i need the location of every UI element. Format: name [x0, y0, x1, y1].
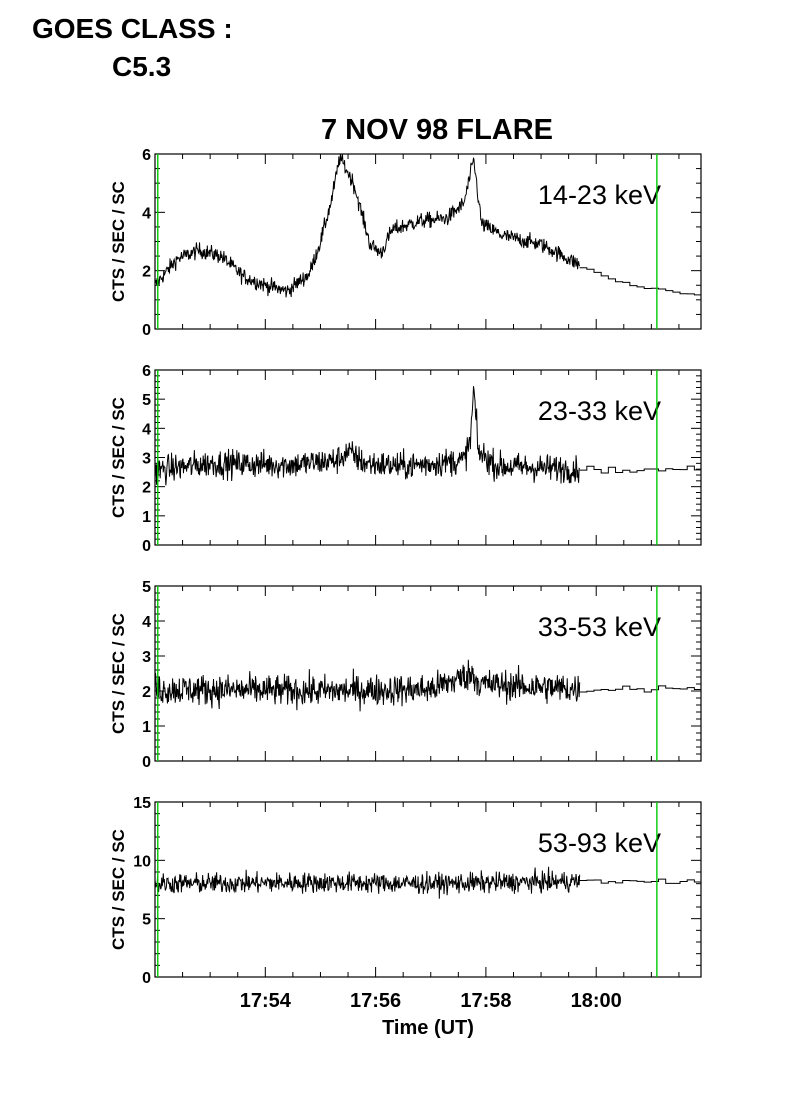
count-rate-step-trace: [579, 685, 701, 693]
panel-4: 0 5 10 15 CTS / SEC / SC 53-93 keV 17:54 17:56 1…: [109, 795, 702, 1012]
y-axis-label: CTS / SEC / SC: [109, 613, 128, 734]
y-tick-label: 4: [142, 205, 151, 222]
y-tick-label: 4: [142, 421, 151, 438]
count-rate-trace: [154, 659, 581, 712]
y-tick-label: 3: [142, 649, 151, 666]
x-tick-label: 17:56: [350, 990, 401, 1012]
x-tick-label: 17:58: [460, 990, 511, 1012]
y-tick-label: 5: [142, 392, 151, 409]
y-tick-label: 3: [142, 451, 151, 468]
y-axis-label: CTS / SEC / SC: [109, 181, 128, 302]
y-tick-label: 4: [142, 614, 151, 631]
panel-1: 0 2 4 6 CTS / SEC / SC 14-23 keV: [109, 147, 702, 339]
y-tick-label: 0: [142, 970, 151, 987]
y-tick-label: 2: [142, 684, 151, 701]
y-tick-label: 1: [142, 509, 151, 526]
count-rate-step-trace: [579, 267, 701, 296]
energy-band-label: 23-33 keV: [538, 396, 661, 426]
y-tick-label: 10: [133, 853, 151, 870]
x-axis-label: Time (UT): [382, 1017, 474, 1039]
panel-frame: [154, 801, 702, 978]
y-tick-label: 15: [133, 795, 151, 812]
y-tick-label: 6: [142, 363, 151, 380]
count-rate-step-trace: [579, 465, 701, 474]
panel-3: 0 1 2 3 4 5 CTS / SEC / SC 33-53 keV: [109, 579, 702, 771]
goes-class-label: GOES CLASS :: [32, 13, 233, 44]
energy-band-label: 33-53 keV: [538, 612, 661, 642]
y-tick-label: 0: [142, 322, 151, 339]
y-tick-label: 2: [142, 480, 151, 497]
count-rate-step-trace: [579, 878, 701, 884]
y-tick-label: 5: [142, 579, 151, 596]
x-tick-label: 17:54: [240, 990, 292, 1012]
count-rate-trace: [154, 153, 581, 298]
x-tick-label: 18:00: [571, 990, 622, 1012]
count-rate-trace: [154, 866, 581, 899]
y-tick-label: 0: [142, 538, 151, 555]
y-tick-label: 0: [142, 754, 151, 771]
count-rate-trace: [154, 386, 581, 486]
panel-2: 0 1 2 3 4 5 6 CTS / SEC / SC 23-33 keV: [109, 363, 702, 555]
y-axis-label: CTS / SEC / SC: [109, 397, 128, 518]
panel-frame: [154, 585, 702, 762]
panels-group: 0 2 4 6 CTS / SEC / SC 14-23 keV 0 1 2 3 4 5 6 CTS / …: [109, 147, 702, 1012]
y-tick-label: 6: [142, 147, 151, 164]
energy-band-label: 53-93 keV: [538, 828, 661, 858]
y-tick-label: 5: [142, 912, 151, 929]
chart-title: 7 NOV 98 FLARE: [321, 114, 553, 146]
goes-class-value: C5.3: [112, 51, 172, 82]
y-tick-label: 2: [142, 264, 151, 281]
energy-band-label: 14-23 keV: [538, 180, 661, 210]
y-axis-label: CTS / SEC / SC: [109, 829, 128, 950]
y-tick-label: 1: [142, 719, 151, 736]
